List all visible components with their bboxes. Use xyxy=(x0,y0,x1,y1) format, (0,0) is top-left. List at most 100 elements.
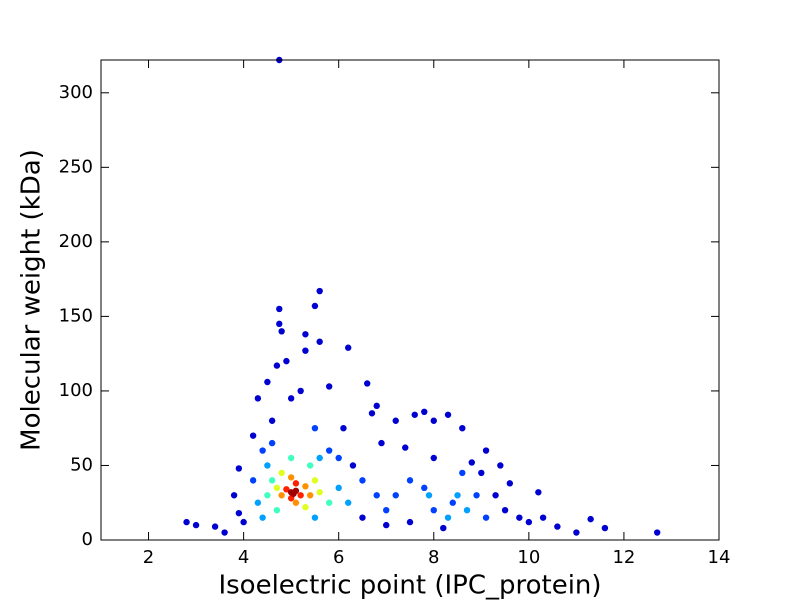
point xyxy=(373,492,380,499)
point xyxy=(249,432,257,439)
point xyxy=(478,469,485,477)
point xyxy=(316,489,323,496)
point xyxy=(459,469,466,477)
point xyxy=(240,518,247,526)
point xyxy=(392,417,399,424)
point xyxy=(192,521,200,529)
point xyxy=(254,395,262,402)
y-tick-label: 100 xyxy=(59,380,93,401)
point xyxy=(345,344,352,351)
point xyxy=(292,499,300,506)
point xyxy=(378,439,385,447)
point xyxy=(268,417,276,424)
point xyxy=(325,383,333,390)
y-tick-label: 0 xyxy=(82,529,93,550)
point xyxy=(297,492,304,499)
point xyxy=(601,524,609,532)
y-tick-label: 150 xyxy=(59,305,93,326)
point xyxy=(311,477,319,484)
point xyxy=(383,506,390,514)
point xyxy=(264,492,271,499)
x-tick-label: 12 xyxy=(612,547,635,568)
point xyxy=(268,477,276,484)
point xyxy=(302,331,309,338)
plot-area xyxy=(183,56,661,536)
point xyxy=(325,499,333,506)
point xyxy=(273,362,281,369)
x-axis-label: Isoelectric point (IPC_protein) xyxy=(218,571,601,600)
point xyxy=(654,529,661,536)
point xyxy=(316,454,323,462)
point xyxy=(273,484,281,492)
point xyxy=(463,506,471,514)
point xyxy=(411,411,418,418)
point xyxy=(311,514,319,521)
point xyxy=(290,490,297,497)
point xyxy=(373,402,380,410)
point xyxy=(249,477,257,484)
point xyxy=(516,514,523,521)
point xyxy=(259,514,266,521)
point xyxy=(278,492,285,499)
point xyxy=(264,378,271,386)
point xyxy=(276,320,283,328)
point xyxy=(311,302,319,310)
point xyxy=(359,514,366,521)
point xyxy=(335,484,342,492)
point xyxy=(506,480,514,487)
point xyxy=(211,523,219,530)
point xyxy=(421,484,428,492)
point xyxy=(444,514,452,521)
point xyxy=(278,469,285,477)
point xyxy=(430,454,437,462)
y-tick-label: 50 xyxy=(70,454,93,475)
point xyxy=(254,499,262,506)
point xyxy=(364,380,371,387)
point xyxy=(492,492,499,499)
point xyxy=(316,338,323,345)
point xyxy=(449,499,456,506)
point xyxy=(283,486,290,493)
point xyxy=(573,529,580,536)
point xyxy=(473,492,480,499)
point xyxy=(268,439,276,447)
point xyxy=(230,492,238,499)
point xyxy=(221,529,228,536)
point xyxy=(264,462,271,469)
point xyxy=(306,462,314,469)
point xyxy=(235,509,243,517)
point xyxy=(454,492,461,499)
point xyxy=(392,492,399,499)
point xyxy=(421,408,428,416)
point xyxy=(325,447,333,454)
point xyxy=(287,474,295,481)
point xyxy=(311,424,319,432)
point xyxy=(287,395,295,402)
y-tick-label: 200 xyxy=(59,231,93,252)
point xyxy=(444,411,452,418)
point xyxy=(306,492,314,499)
x-tick-label: 2 xyxy=(143,547,154,568)
point xyxy=(302,347,309,354)
x-tick-label: 14 xyxy=(708,547,731,568)
point xyxy=(482,514,490,521)
point xyxy=(259,447,266,454)
point xyxy=(278,328,285,335)
point xyxy=(335,454,342,462)
axes-frame xyxy=(100,59,720,541)
point xyxy=(273,506,281,514)
point xyxy=(425,492,433,499)
point xyxy=(368,410,376,417)
point xyxy=(406,477,414,484)
point xyxy=(297,387,304,395)
point xyxy=(349,462,357,469)
point xyxy=(316,287,323,295)
point xyxy=(525,518,533,526)
point xyxy=(276,305,283,313)
point xyxy=(430,506,437,514)
point xyxy=(283,357,290,365)
point xyxy=(402,444,409,451)
point xyxy=(554,523,561,530)
